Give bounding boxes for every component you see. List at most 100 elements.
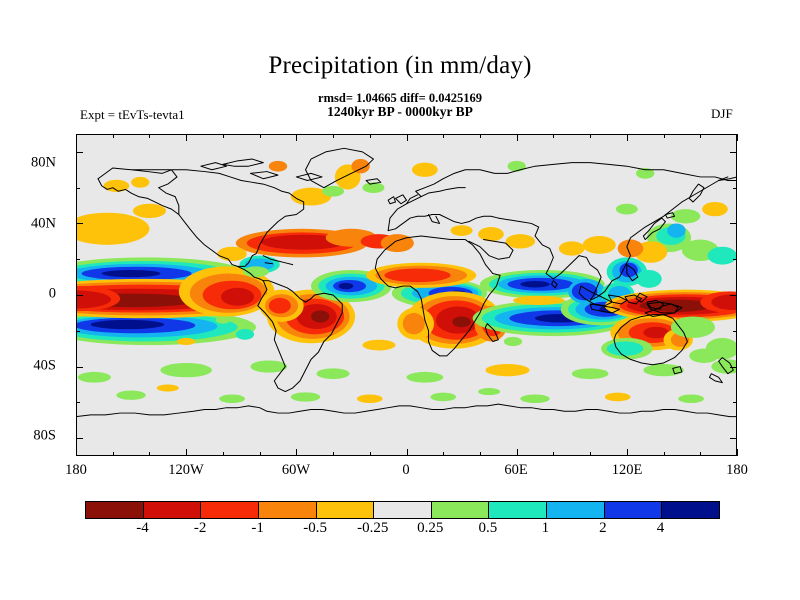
ytick-mark-right bbox=[730, 438, 737, 439]
xtick-mark bbox=[76, 449, 77, 456]
ytick-mark-right bbox=[733, 331, 737, 332]
ytick-mark-right bbox=[730, 152, 737, 153]
xtick-mark-top bbox=[260, 134, 261, 138]
colorbar-label-4: -0.25 bbox=[357, 520, 389, 536]
colorbar-swatch-8 bbox=[546, 502, 604, 518]
colorbar-swatch-2 bbox=[200, 502, 258, 518]
xtick-mark-top bbox=[223, 134, 224, 138]
colorbar-label-5: 0.25 bbox=[417, 520, 444, 536]
xtick-mark-top bbox=[553, 134, 554, 138]
colorbar-swatch-5 bbox=[373, 502, 431, 518]
xtick-mark-top bbox=[443, 134, 444, 138]
colorbar-label-7: 1 bbox=[541, 520, 550, 536]
xtick-0: 0 bbox=[402, 462, 410, 478]
ytick-mark-right bbox=[733, 402, 737, 403]
xtick-180w: 180 bbox=[65, 462, 87, 478]
xtick-mark-top bbox=[370, 134, 371, 138]
colorbar-swatch-10 bbox=[661, 502, 720, 518]
ytick-mark bbox=[76, 367, 83, 368]
statistics-line: rmsd= 1.04665 diff= 0.0425169 bbox=[318, 91, 482, 105]
xtick-mark bbox=[517, 449, 518, 456]
xtick-60w: 60W bbox=[281, 462, 311, 478]
ytick-80n: 80N bbox=[31, 154, 56, 171]
colorbar-swatch-1 bbox=[142, 502, 201, 518]
xtick-mark-top bbox=[407, 134, 408, 141]
xtick-mark-top bbox=[590, 134, 591, 138]
xtick-mark bbox=[186, 449, 187, 456]
colorbar-label-6: 0.5 bbox=[478, 520, 498, 536]
xtick-mark-top bbox=[517, 134, 518, 141]
xtick-mark bbox=[553, 452, 554, 456]
xtick-mark-top bbox=[186, 134, 187, 141]
colorbar-label-3: -0.5 bbox=[303, 520, 328, 536]
map-plot-area bbox=[76, 134, 737, 456]
ytick-mark bbox=[76, 331, 80, 332]
xtick-120e: 120E bbox=[611, 462, 643, 478]
xtick-mark-top bbox=[700, 134, 701, 138]
ytick-mark-right bbox=[730, 367, 737, 368]
xtick-mark-top bbox=[113, 134, 114, 138]
xtick-mark bbox=[700, 452, 701, 456]
ytick-mark bbox=[76, 223, 83, 224]
xtick-mark-top bbox=[664, 134, 665, 138]
xtick-mark bbox=[370, 452, 371, 456]
xtick-60e: 60E bbox=[504, 462, 528, 478]
colorbar-label-8: 2 bbox=[599, 520, 607, 536]
ytick-mark bbox=[76, 152, 83, 153]
colorbar-label-2: -1 bbox=[251, 520, 264, 536]
ytick-mark-right bbox=[730, 295, 737, 296]
ytick-80s: 80S bbox=[33, 427, 56, 444]
xtick-mark bbox=[627, 449, 628, 456]
ytick-mark-right bbox=[730, 223, 737, 224]
coastlines bbox=[76, 147, 737, 456]
ytick-mark bbox=[76, 402, 80, 403]
xtick-mark-top bbox=[76, 134, 77, 141]
anomaly-map bbox=[76, 134, 737, 456]
xtick-mark bbox=[113, 452, 114, 456]
colorbar-swatch-4 bbox=[315, 502, 374, 518]
xtick-mark-top bbox=[296, 134, 297, 141]
anomaly-field bbox=[76, 159, 737, 404]
colorbar bbox=[85, 501, 720, 519]
colorbar-swatch-3 bbox=[257, 502, 316, 518]
xtick-mark-top bbox=[149, 134, 150, 138]
xtick-mark bbox=[149, 452, 150, 456]
xtick-mark-top bbox=[333, 134, 334, 138]
ytick-0: 0 bbox=[48, 285, 56, 302]
ytick-mark bbox=[76, 438, 83, 439]
ytick-mark bbox=[76, 188, 80, 189]
page-title: Precipitation (in mm/day) bbox=[268, 52, 532, 79]
ytick-40n: 40N bbox=[31, 215, 56, 232]
colorbar-swatch-7 bbox=[488, 502, 547, 518]
xtick-mark bbox=[664, 452, 665, 456]
xtick-mark bbox=[223, 452, 224, 456]
xtick-mark bbox=[737, 449, 738, 456]
ytick-mark-right bbox=[733, 188, 737, 189]
ytick-40s: 40S bbox=[33, 357, 56, 374]
colorbar-label-0: -4 bbox=[136, 520, 149, 536]
colorbar-label-1: -2 bbox=[193, 520, 207, 536]
ytick-mark bbox=[76, 259, 80, 260]
colorbar-label-9: 4 bbox=[656, 520, 665, 536]
xtick-mark-top bbox=[627, 134, 628, 141]
experiment-label: Expt = tEvTs-tevta1 bbox=[80, 107, 185, 122]
xtick-mark bbox=[260, 452, 261, 456]
xtick-mark-top bbox=[737, 134, 738, 141]
colorbar-swatch-6 bbox=[430, 502, 489, 518]
xtick-mark bbox=[480, 452, 481, 456]
xtick-mark-top bbox=[480, 134, 481, 138]
ytick-mark bbox=[76, 295, 83, 296]
ytick-mark-right bbox=[733, 259, 737, 260]
colorbar-swatch-0 bbox=[86, 502, 143, 518]
xtick-mark bbox=[590, 452, 591, 456]
xtick-120w: 120W bbox=[168, 462, 204, 478]
xtick-mark bbox=[407, 449, 408, 456]
xtick-180e: 180 bbox=[726, 462, 748, 478]
colorbar-swatch-9 bbox=[603, 502, 662, 518]
comparison-line: 1240kyr BP - 0000kyr BP bbox=[327, 104, 473, 119]
xtick-mark bbox=[333, 452, 334, 456]
season-label: DJF bbox=[711, 106, 733, 121]
xtick-mark bbox=[296, 449, 297, 456]
xtick-mark bbox=[443, 452, 444, 456]
